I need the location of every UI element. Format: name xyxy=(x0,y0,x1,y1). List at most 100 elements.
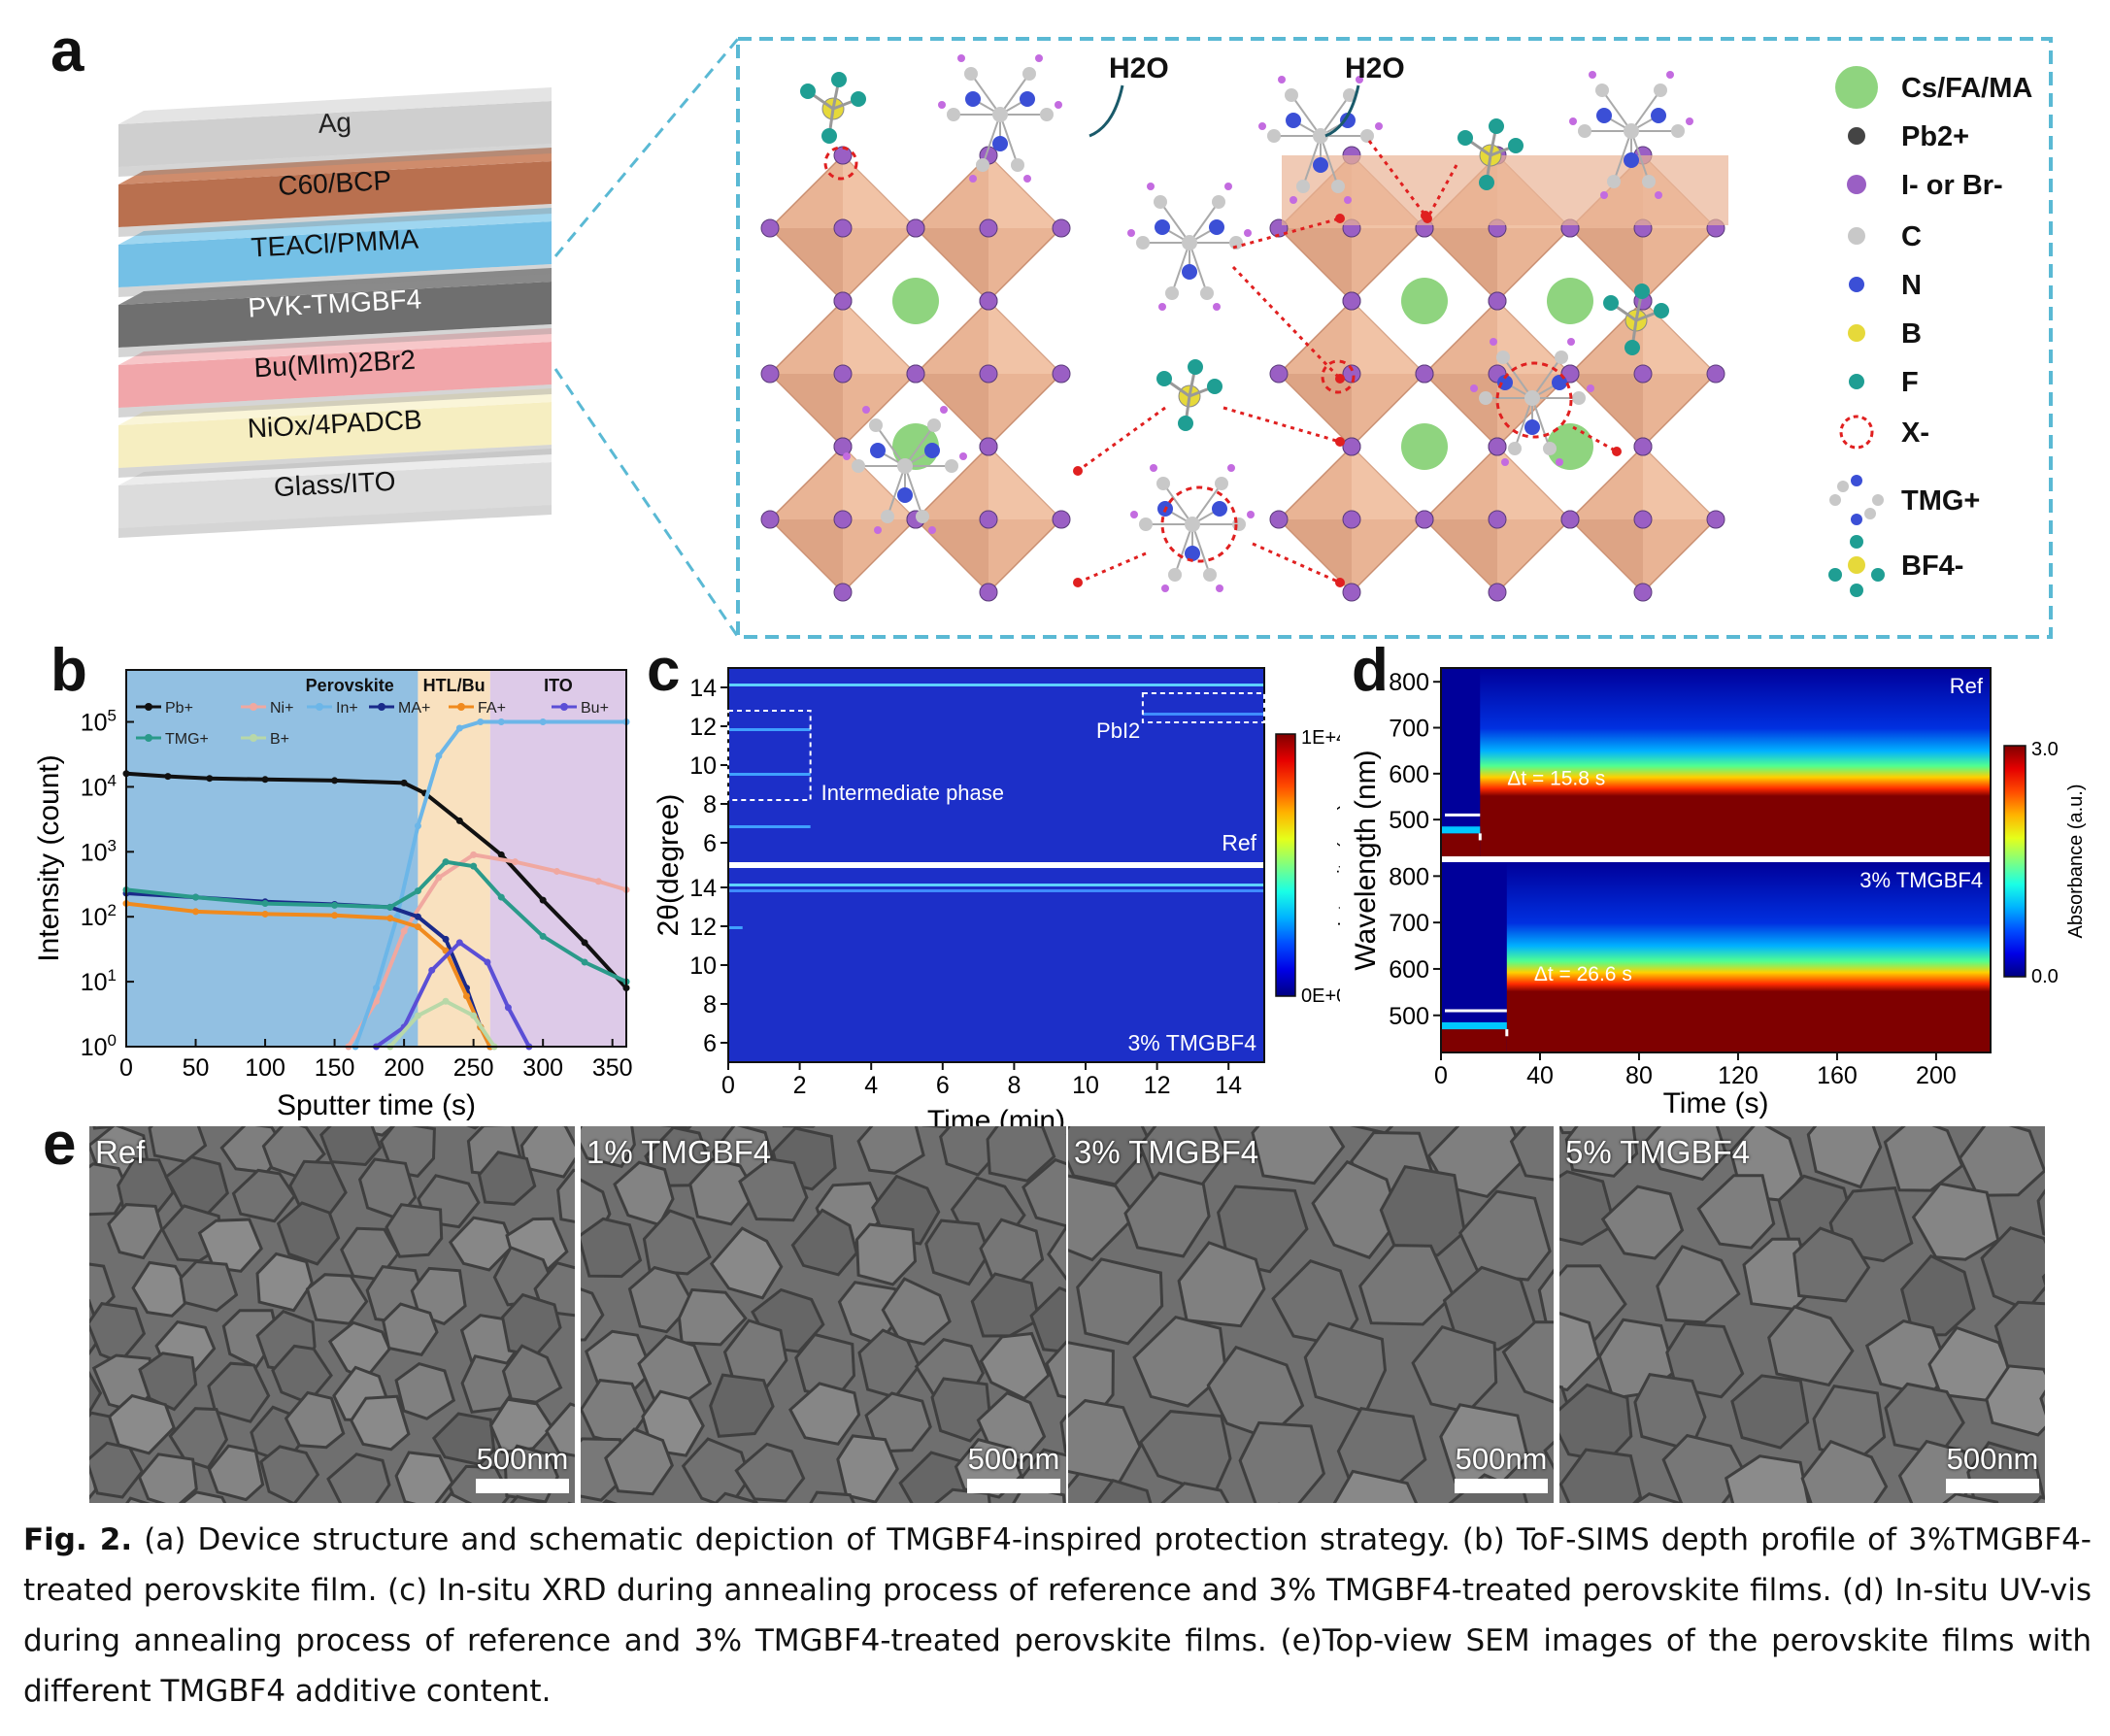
tmg-atom xyxy=(870,443,886,458)
grain xyxy=(688,1157,758,1226)
series-point xyxy=(400,779,408,786)
halide-ion xyxy=(979,291,998,311)
x-tick-label: 250 xyxy=(453,1054,494,1082)
grain xyxy=(1564,1126,1639,1178)
grain xyxy=(1552,1486,1554,1503)
tmg-hydrogen xyxy=(1161,584,1169,592)
tmg-atom xyxy=(1182,235,1197,250)
panel-label-b: b xyxy=(50,637,87,704)
sem-grain-texture xyxy=(581,1126,1066,1503)
series-point xyxy=(462,992,470,1000)
sem-label: Ref xyxy=(95,1134,146,1170)
scale-bar-label: 500nm xyxy=(1946,1442,2039,1476)
grain xyxy=(930,1377,992,1443)
grain xyxy=(637,1334,713,1401)
scale-bar-line xyxy=(476,1479,569,1493)
octahedron-face xyxy=(1643,301,1716,374)
grain xyxy=(501,1344,563,1404)
series-point xyxy=(331,901,339,909)
grain xyxy=(2036,1188,2045,1236)
series-point xyxy=(581,958,588,966)
halide-ion xyxy=(979,218,998,238)
legend-label: Pb2+ xyxy=(1901,121,1969,152)
grain xyxy=(681,1437,752,1503)
tmg-atom xyxy=(992,136,1008,151)
grain xyxy=(510,1494,544,1503)
grain xyxy=(581,1217,643,1279)
tmg-hydrogen xyxy=(928,526,936,534)
bond xyxy=(1191,523,1211,576)
migration-arrow xyxy=(1232,217,1341,250)
y-axis-label: Wavelength (nm) xyxy=(1350,750,1382,970)
y-axis-label: 2θ(degree) xyxy=(653,794,685,937)
tmg-atom xyxy=(1215,477,1228,490)
series-point xyxy=(435,874,443,882)
legend-label: Ni+ xyxy=(270,700,293,717)
halide-ion xyxy=(1052,510,1071,529)
bf4-fluorine xyxy=(1624,340,1640,355)
y-tick-label: 500 xyxy=(1389,807,1429,834)
layer-front xyxy=(118,282,552,348)
grain xyxy=(180,1490,227,1503)
layer-front xyxy=(118,101,552,167)
intermediate-line xyxy=(728,773,811,776)
panel-b-tof-sims-chart: Perovskite HTL/Bu ITO 0 50 100 150 200 250 300 350… xyxy=(33,669,633,1121)
tmg-atom xyxy=(1156,477,1170,490)
bf4-fluorine xyxy=(1603,295,1619,311)
grain xyxy=(1543,1440,1554,1471)
grain xyxy=(385,1203,444,1258)
caption-label: Fig. 2. xyxy=(23,1522,133,1557)
sem-image-1: Ref 500nm xyxy=(89,1126,575,1503)
y-tick-label: 12 xyxy=(689,914,717,941)
bond xyxy=(982,114,1001,166)
grain xyxy=(431,1412,496,1467)
halide-ion xyxy=(1488,437,1507,456)
tmg-hydrogen xyxy=(1567,338,1575,346)
grain xyxy=(1985,1364,2045,1437)
scale-bar-label: 500nm xyxy=(476,1442,569,1476)
grain xyxy=(1792,1226,1871,1303)
tmg-atom xyxy=(1313,157,1328,173)
region-label: ITO xyxy=(544,676,573,695)
grain xyxy=(1458,1189,1552,1282)
sem-grain-texture xyxy=(1559,1126,2045,1503)
grain xyxy=(1501,1320,1554,1404)
x-tick-label: 0 xyxy=(119,1054,133,1082)
series-point xyxy=(192,893,200,901)
layer-front xyxy=(118,462,552,528)
bf4-fluorine xyxy=(1634,284,1650,299)
x-tick-label: 200 xyxy=(1916,1062,1957,1089)
grain xyxy=(1633,1492,1684,1503)
tmg-legend-atom xyxy=(1837,481,1849,492)
legend-label: X- xyxy=(1901,417,1929,449)
octahedron-face xyxy=(770,374,843,447)
panel-label-c: c xyxy=(647,637,681,704)
panel-label-e: e xyxy=(43,1111,77,1178)
zoom-box xyxy=(736,37,2053,639)
series-point xyxy=(504,1004,512,1012)
octahedron-face xyxy=(1352,447,1424,519)
halide-ion xyxy=(760,364,780,384)
grain xyxy=(448,1216,516,1272)
grain xyxy=(856,1126,925,1175)
x-axis-label: Time (s) xyxy=(1663,1087,1769,1119)
diffraction-line xyxy=(1142,713,1264,716)
halide-ion xyxy=(1342,510,1361,529)
x-tick-label: 10 xyxy=(1072,1072,1099,1099)
layer-shadow xyxy=(118,384,552,417)
y-tick-label: 100 xyxy=(81,1031,117,1061)
bf4-fluorine xyxy=(1654,303,1669,318)
tmg-atom xyxy=(916,510,929,523)
series-point xyxy=(261,910,269,918)
layer-front xyxy=(118,221,552,287)
bond xyxy=(1302,135,1322,187)
panel-c-xrd-heatmap: 6 8 10 12 14 Ref 6 8 10 12 14 3% TMGBF4 Intermediate… xyxy=(653,667,1340,1136)
octahedron-face xyxy=(1570,519,1643,592)
early-edge xyxy=(1441,826,1481,834)
series-point xyxy=(470,862,478,870)
y-axis-label: Intensity (count) xyxy=(33,754,65,961)
x-tick-label: 12 xyxy=(1144,1072,1171,1099)
bf4-legend-atom xyxy=(1828,568,1842,582)
grain xyxy=(477,1151,537,1206)
series-point xyxy=(386,915,394,922)
